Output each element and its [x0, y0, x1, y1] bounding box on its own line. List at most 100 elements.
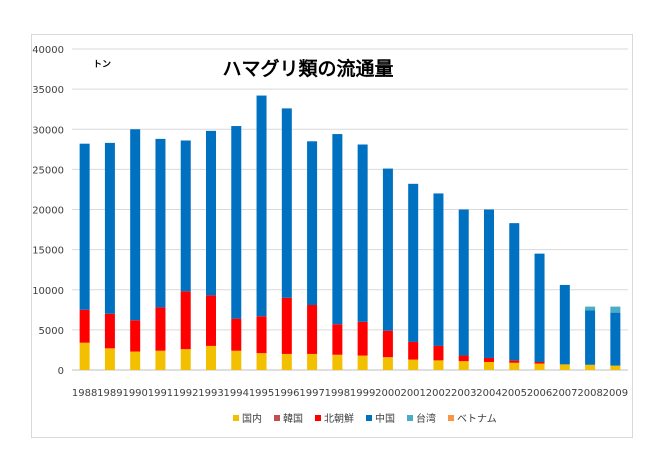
legend-label: ベトナム — [457, 413, 497, 425]
bar-segment — [585, 306, 596, 311]
bar-segment — [231, 126, 242, 319]
x-tick-label: 2009 — [603, 388, 628, 399]
legend-label: 国内 — [242, 412, 262, 425]
bar-segment — [484, 361, 494, 370]
bar-segment — [408, 183, 419, 342]
x-tick-label: 1990 — [122, 388, 147, 399]
x-tick-label: 1993 — [198, 388, 223, 399]
y-tick-label: 35000 — [32, 85, 64, 96]
legend-label: 中国 — [375, 412, 395, 425]
bar-segment — [458, 361, 469, 370]
legend-swatch — [407, 415, 413, 421]
bar-segment — [307, 141, 318, 305]
x-tick-label: 2002 — [426, 388, 451, 399]
x-tick-label: 2008 — [577, 388, 602, 399]
bar-segment — [104, 348, 115, 370]
bar-segment — [256, 353, 267, 370]
bar-segment — [382, 330, 393, 358]
bar-segment — [104, 313, 115, 349]
y-tick-label: 10000 — [32, 286, 64, 297]
bar-segment — [332, 134, 343, 325]
bar-segment — [509, 362, 520, 370]
y-tick-label: 25000 — [32, 165, 64, 176]
bar-segment — [585, 364, 596, 370]
bar-segment — [458, 209, 469, 356]
bar-segment — [130, 129, 141, 321]
bar-segment — [484, 209, 494, 358]
bar-segment — [155, 307, 166, 351]
y-axis-ticks: 0 5000 10000 15000 20000 25000 30000 35000 40000 — [32, 45, 64, 377]
bar-segment — [130, 351, 141, 370]
y-tick-label: 20000 — [32, 206, 64, 217]
x-tick-label: 2000 — [375, 388, 400, 399]
bar-segment — [559, 364, 570, 370]
x-tick-label: 1989 — [97, 388, 122, 399]
bar-segment — [484, 357, 494, 362]
bar-segment — [79, 309, 90, 343]
bar-segment — [104, 142, 115, 314]
x-axis-ticks: 1988 1989 1990 1991 1992 1993 1994 1995 1996 1997… — [72, 388, 628, 399]
x-tick-label: 1994 — [224, 388, 249, 399]
unit-label: トン — [93, 59, 111, 70]
bar-segment — [610, 306, 621, 313]
bar-segment — [180, 349, 191, 370]
bar-segment — [433, 345, 444, 361]
bar-segment — [382, 168, 393, 331]
bar-segment — [534, 363, 545, 370]
bar-segment — [281, 353, 292, 370]
legend-label: 台湾 — [416, 412, 436, 425]
x-tick-label: 2006 — [527, 388, 552, 399]
legend-swatch — [315, 415, 321, 421]
bar-segment — [256, 316, 267, 354]
x-tick-label: 1999 — [350, 388, 375, 399]
bar-segment — [357, 321, 368, 356]
bar-segment — [155, 350, 166, 370]
legend-swatch — [448, 415, 454, 421]
legend-label: 韓国 — [283, 413, 303, 425]
bars — [79, 95, 621, 370]
bar-segment — [180, 140, 191, 292]
legend-label: 北朝鮮 — [324, 412, 354, 425]
bar-segment — [231, 350, 242, 370]
bar-segment — [79, 143, 90, 310]
x-tick-label: 1998 — [325, 388, 350, 399]
bar-segment — [332, 324, 343, 355]
bar-segment — [79, 342, 90, 370]
bar-segment — [509, 360, 520, 363]
x-tick-label: 1996 — [274, 388, 299, 399]
gridlines — [72, 48, 628, 371]
y-tick-label: 5000 — [39, 326, 64, 337]
bar-segment — [357, 144, 368, 322]
x-tick-label: 2001 — [400, 388, 425, 399]
bar-segment — [408, 341, 419, 360]
x-tick-label: 1992 — [173, 388, 198, 399]
bar-segment — [281, 297, 292, 354]
bar-segment — [408, 359, 419, 370]
legend: 国内 韓国 北朝鮮 中国 台湾 ベトナム — [233, 412, 497, 425]
legend-swatch — [233, 415, 239, 421]
x-tick-label: 2005 — [502, 388, 527, 399]
x-tick-label: 2003 — [451, 388, 476, 399]
legend-swatch — [274, 415, 280, 421]
bar-segment — [433, 360, 444, 370]
bar-segment — [130, 320, 141, 352]
y-tick-label: 30000 — [32, 125, 64, 136]
bar-segment — [509, 223, 520, 361]
chart-title: ハマグリ類の流通量 — [222, 57, 393, 80]
x-tick-label: 1988 — [72, 388, 97, 399]
bar-segment — [534, 361, 545, 364]
bar-segment — [433, 193, 444, 346]
bar-segment — [206, 345, 216, 370]
bar-segment — [458, 355, 469, 362]
bar-segment — [206, 130, 216, 296]
bar-segment — [281, 108, 292, 298]
bar-segment — [206, 295, 216, 346]
bar-segment — [610, 312, 621, 366]
y-tick-label: 15000 — [32, 246, 64, 257]
x-tick-label: 2004 — [476, 388, 501, 399]
bar-segment — [357, 355, 368, 370]
bar-segment — [155, 138, 166, 308]
bar-segment — [307, 353, 318, 370]
bar-segment — [307, 304, 318, 354]
